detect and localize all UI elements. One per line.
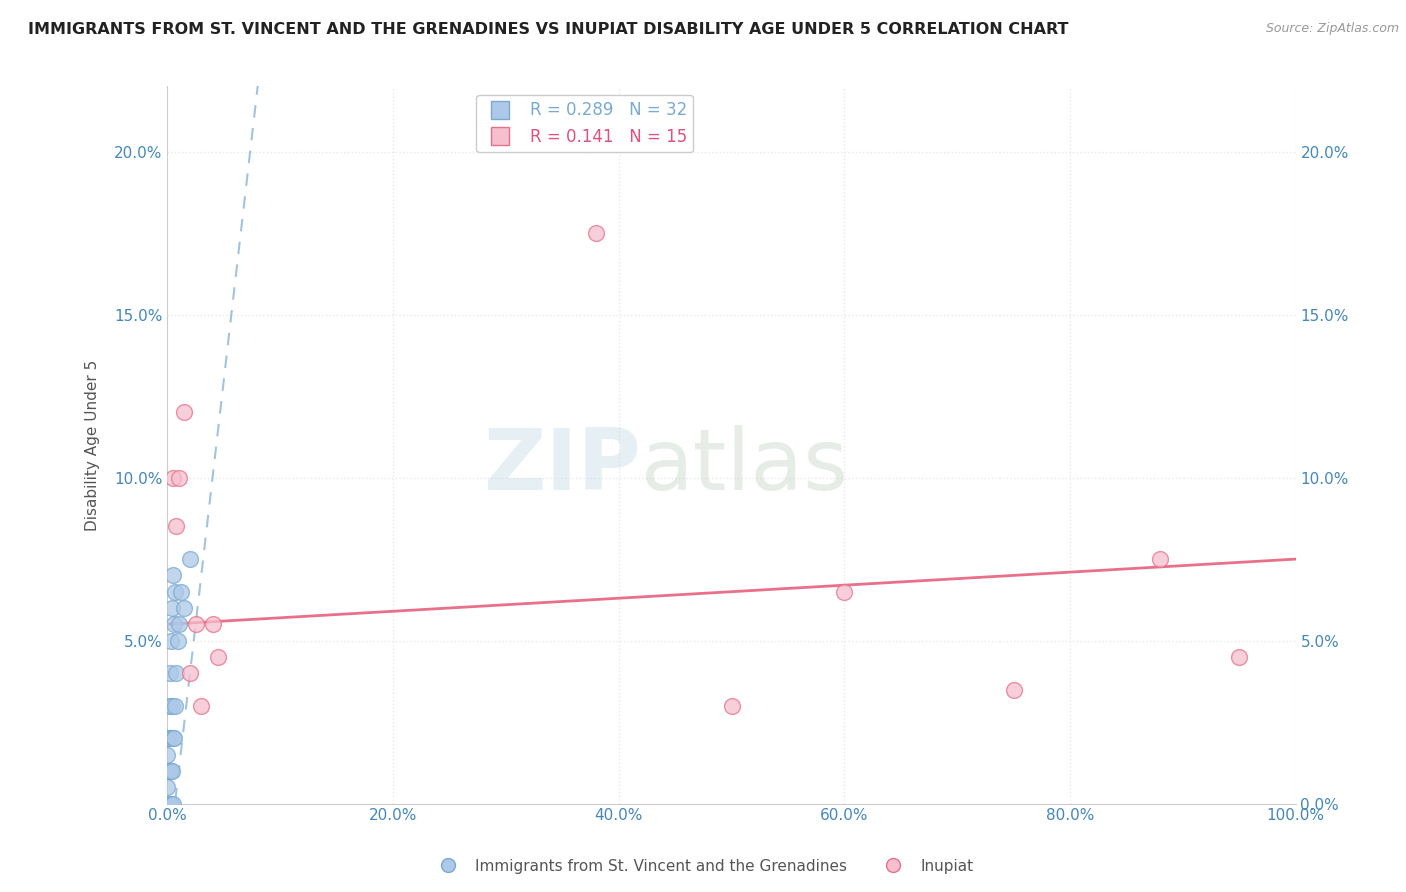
- Legend: R = 0.289   N = 32, R = 0.141   N = 15: R = 0.289 N = 32, R = 0.141 N = 15: [477, 95, 693, 153]
- Text: atlas: atlas: [641, 425, 849, 508]
- Point: [156, 731, 179, 746]
- Legend: Immigrants from St. Vincent and the Grenadines, Inupiat: Immigrants from St. Vincent and the Gren…: [426, 853, 980, 880]
- Text: ZIP: ZIP: [484, 425, 641, 508]
- Point: [166, 633, 188, 648]
- Point: [159, 797, 181, 811]
- Point: [163, 617, 186, 632]
- Point: [165, 698, 187, 713]
- Point: [207, 649, 229, 664]
- Point: [156, 764, 179, 778]
- Point: [173, 601, 195, 615]
- Point: [1149, 552, 1171, 566]
- Point: [179, 666, 201, 681]
- Point: [157, 698, 180, 713]
- Point: [170, 584, 193, 599]
- Point: [159, 731, 181, 746]
- Point: [162, 797, 184, 811]
- Point: [720, 698, 742, 713]
- Point: [157, 797, 180, 811]
- Point: [162, 470, 184, 484]
- Point: [159, 633, 181, 648]
- Point: [184, 617, 207, 632]
- Point: [160, 601, 183, 615]
- Point: [156, 780, 179, 795]
- Point: [167, 617, 190, 632]
- Point: [167, 470, 190, 484]
- Point: [159, 666, 181, 681]
- Point: [165, 584, 187, 599]
- Point: [162, 568, 184, 582]
- Point: [165, 666, 187, 681]
- Point: [1002, 682, 1025, 697]
- Point: [1227, 649, 1250, 664]
- Point: [173, 405, 195, 419]
- Point: [157, 764, 180, 778]
- Point: [156, 797, 179, 811]
- Point: [162, 731, 184, 746]
- Point: [160, 764, 183, 778]
- Point: [201, 617, 224, 632]
- Point: [163, 731, 186, 746]
- Point: [160, 698, 183, 713]
- Point: [159, 764, 181, 778]
- Y-axis label: Disability Age Under 5: Disability Age Under 5: [86, 359, 100, 531]
- Point: [585, 226, 607, 240]
- Point: [834, 584, 856, 599]
- Point: [156, 747, 179, 762]
- Point: [159, 797, 181, 811]
- Point: [165, 519, 187, 533]
- Text: IMMIGRANTS FROM ST. VINCENT AND THE GRENADINES VS INUPIAT DISABILITY AGE UNDER 5: IMMIGRANTS FROM ST. VINCENT AND THE GREN…: [28, 22, 1069, 37]
- Point: [157, 731, 180, 746]
- Text: Source: ZipAtlas.com: Source: ZipAtlas.com: [1265, 22, 1399, 36]
- Point: [159, 764, 181, 778]
- Point: [190, 698, 212, 713]
- Point: [179, 552, 201, 566]
